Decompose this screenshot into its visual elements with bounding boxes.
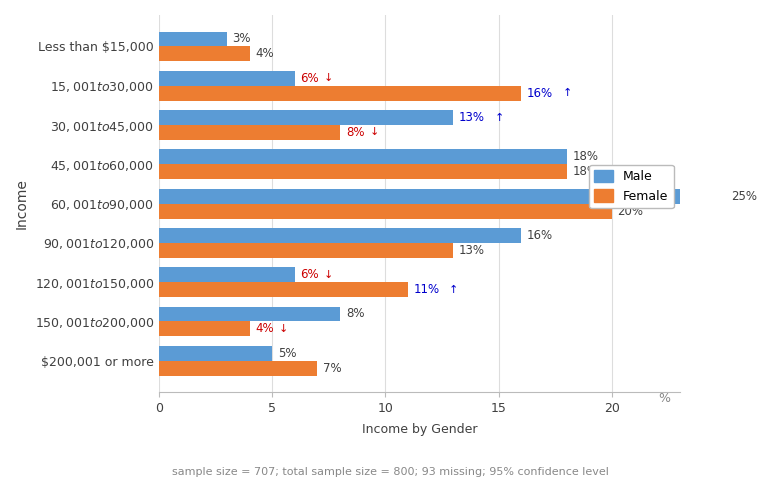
Bar: [159, 189, 725, 204]
Text: 16%: 16%: [527, 87, 553, 100]
Bar: [159, 110, 453, 125]
Text: ↑: ↑: [495, 112, 504, 122]
Bar: [159, 346, 272, 360]
Text: 6%: 6%: [300, 72, 319, 85]
Text: sample size = 707; total sample size = 800; 93 missing; 95% confidence level: sample size = 707; total sample size = 8…: [172, 467, 608, 477]
Text: 5%: 5%: [278, 347, 296, 360]
Text: 20%: 20%: [618, 204, 643, 217]
Text: 25%: 25%: [731, 190, 757, 203]
Text: 4%: 4%: [255, 48, 274, 60]
Text: ↓: ↓: [278, 324, 288, 334]
Text: ↓: ↓: [324, 270, 333, 280]
Bar: [159, 282, 408, 297]
Bar: [159, 71, 295, 86]
Text: 8%: 8%: [346, 126, 364, 139]
Bar: [159, 322, 250, 336]
Text: ↑: ↑: [562, 88, 572, 98]
Text: ↓: ↓: [370, 128, 379, 137]
Bar: [159, 47, 250, 61]
Text: %: %: [658, 392, 670, 405]
Bar: [159, 86, 521, 101]
Text: 3%: 3%: [232, 33, 251, 46]
Text: ↓: ↓: [324, 73, 333, 83]
Text: 13%: 13%: [459, 111, 485, 124]
Bar: [159, 32, 227, 47]
Text: 18%: 18%: [573, 150, 598, 163]
Bar: [159, 228, 521, 243]
Text: 18%: 18%: [573, 165, 598, 178]
Bar: [159, 149, 566, 164]
Text: 11%: 11%: [413, 283, 440, 296]
Bar: [159, 125, 340, 140]
Bar: [159, 243, 453, 258]
Y-axis label: Income: Income: [15, 178, 29, 229]
Legend: Male, Female: Male, Female: [590, 165, 674, 208]
X-axis label: Income by Gender: Income by Gender: [362, 423, 477, 436]
Bar: [159, 360, 317, 376]
Text: 6%: 6%: [300, 268, 319, 281]
Bar: [159, 204, 612, 218]
Text: 8%: 8%: [346, 308, 364, 321]
Text: 7%: 7%: [323, 362, 342, 375]
Text: 16%: 16%: [527, 229, 553, 242]
Text: 13%: 13%: [459, 244, 485, 257]
Bar: [159, 164, 566, 179]
Bar: [159, 307, 340, 322]
Text: ↑: ↑: [449, 285, 459, 295]
Text: 4%: 4%: [255, 323, 274, 336]
Bar: [159, 267, 295, 282]
